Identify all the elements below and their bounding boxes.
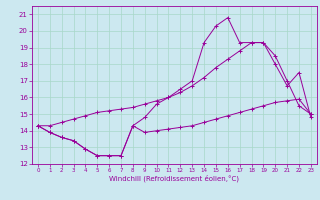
X-axis label: Windchill (Refroidissement éolien,°C): Windchill (Refroidissement éolien,°C) <box>109 175 239 182</box>
